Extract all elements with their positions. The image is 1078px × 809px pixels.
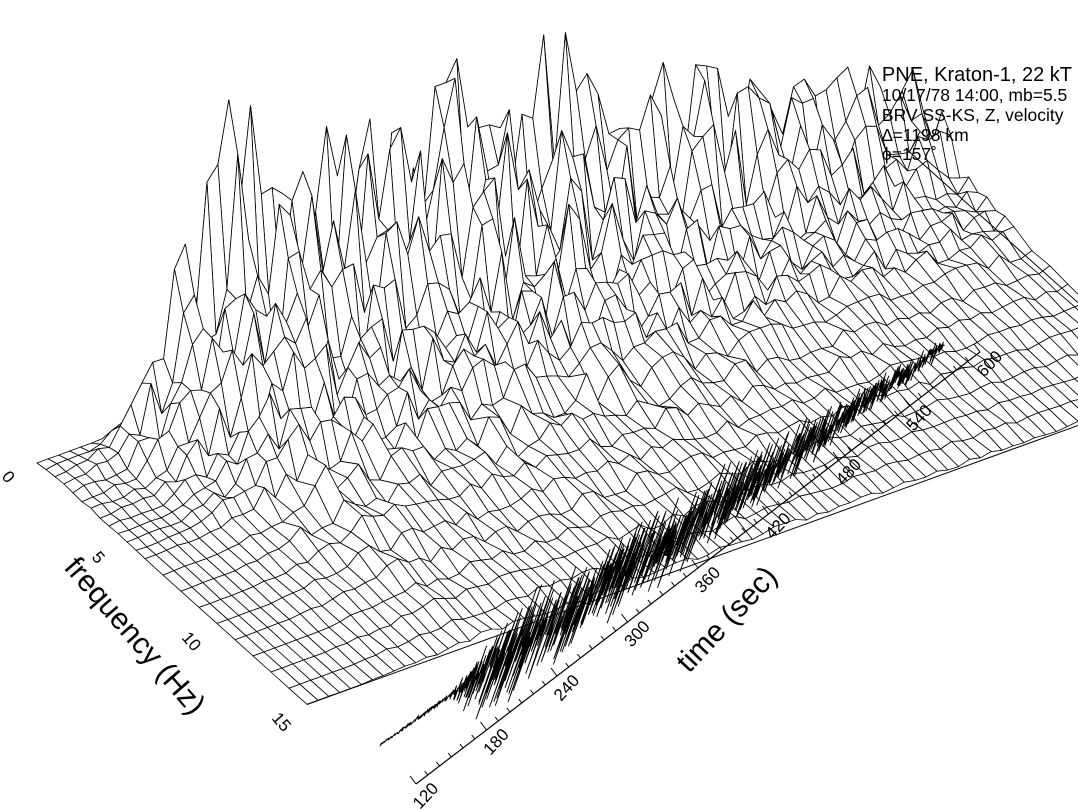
time-minor-tick [729,536,734,542]
epicentral-distance: ∆=1198 km [881,124,969,145]
time-minor-tick [612,626,617,632]
time-minor-tick [718,545,722,551]
time-minor-tick [882,419,887,425]
time-minor-tick [859,437,863,443]
time-minor-tick [588,644,593,650]
time-major-tick [550,667,558,677]
time-major-tick [762,505,769,515]
time-major-tick [973,343,981,353]
time-minor-tick [659,590,664,596]
time-minor-tick [870,428,875,434]
time-minor-tick [635,608,640,614]
surface-cell [1070,327,1078,339]
frequency-tick-label: 0 [0,467,19,487]
time-minor-tick [494,716,499,722]
time-minor-tick [436,761,440,767]
time-minor-tick [706,554,711,560]
time-axis-label: time (sec) [670,560,784,679]
time-minor-tick [776,500,781,506]
time-minor-tick [506,707,511,713]
time-minor-tick [530,689,534,695]
event-datetime-magnitude: 10/17/78 14:00, mb=5.5 [881,85,1068,106]
frequency-tick-label: 10 [178,628,205,655]
time-minor-tick [964,356,969,362]
time-minor-tick [941,374,946,380]
time-minor-tick [671,581,675,587]
time-minor-tick [953,365,957,371]
time-major-tick [409,775,417,785]
time-tick-label: 360 [691,563,724,597]
time-tick-label: 240 [550,671,583,705]
time-minor-tick [424,770,429,776]
event-info-block: PNE, Kraton-1, 22 kT 10/17/78 14:00, mb=… [882,64,1072,165]
time-major-tick [480,721,487,731]
time-minor-tick [823,464,828,470]
frequency-tick-label: 15 [268,709,295,736]
time-minor-tick [788,491,793,497]
time-minor-tick [753,518,758,524]
time-major-tick [903,397,910,407]
time-minor-tick [682,572,687,578]
time-tick-label: 180 [480,725,513,759]
time-minor-tick [929,383,934,389]
time-minor-tick [647,599,652,605]
station-component: BRV SS-KS, Z, velocity [881,104,1064,125]
seismogram-trace [379,341,945,747]
time-minor-tick [518,698,523,704]
time-minor-tick [812,473,816,479]
time-major-tick [621,613,628,623]
time-minor-tick [447,752,452,758]
time-minor-tick [541,680,546,686]
time-major-tick [691,559,699,569]
spectral-surface [36,32,1078,705]
azimuth: ϕ=157˚ [881,144,937,165]
time-minor-tick [847,446,852,452]
time-tick-label: 300 [621,617,654,651]
time-minor-tick [741,527,746,533]
time-minor-tick [471,734,476,740]
time-minor-tick [565,662,570,668]
time-tick-label: 120 [409,779,442,809]
time-minor-tick [800,482,805,488]
time-minor-tick [459,743,464,749]
time-major-tick [832,451,840,461]
time-minor-tick [894,410,899,416]
event-title: PNE, Kraton-1, 22 kT [881,64,1072,86]
time-minor-tick [600,635,605,641]
time-minor-tick [577,653,581,659]
time-minor-tick [917,392,922,398]
seismogram-line [379,341,945,747]
